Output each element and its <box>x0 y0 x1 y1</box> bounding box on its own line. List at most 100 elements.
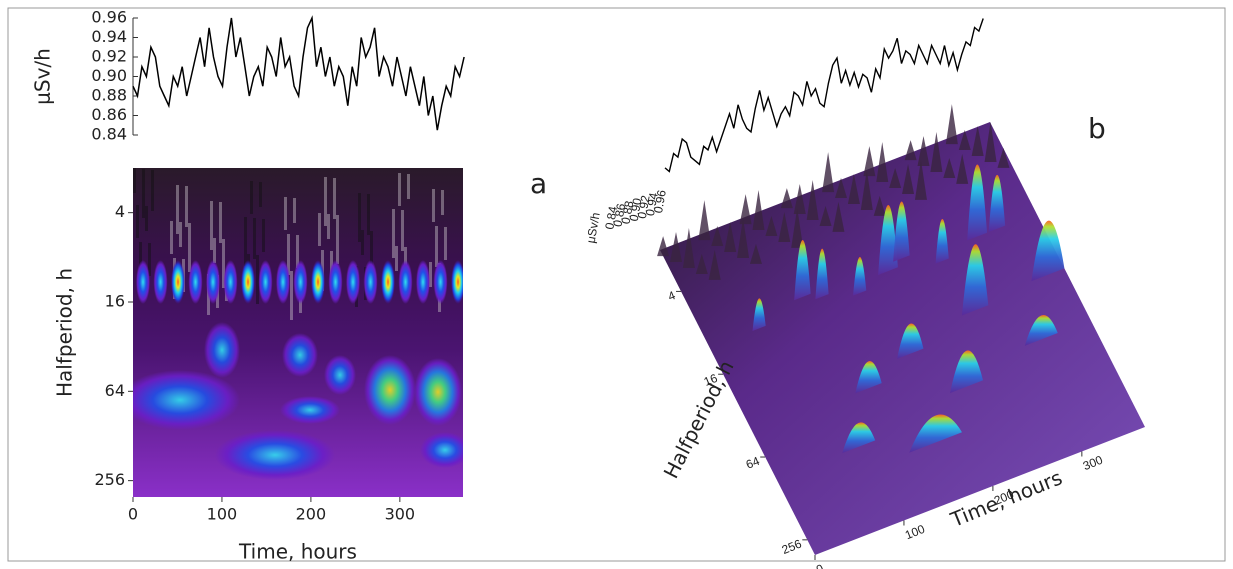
heatmap-texture <box>284 197 287 230</box>
inset-tick-label: 0.84 <box>602 205 620 231</box>
surface-ridge <box>956 153 969 184</box>
surface-peak <box>935 219 949 264</box>
heatmap-texture <box>429 262 432 287</box>
surface-ridge <box>682 228 695 268</box>
heatmap-texture <box>151 170 154 211</box>
surface-ridge <box>984 121 997 162</box>
surface-ridge <box>724 222 737 252</box>
surface-ridge <box>863 146 876 177</box>
heatmap-texture <box>222 239 225 288</box>
heatmap-blob <box>153 260 168 304</box>
x-tick-label: 100 <box>903 522 927 543</box>
heatmap-blob <box>276 260 290 304</box>
surface-peak <box>878 205 898 275</box>
heatmap-texture <box>327 214 330 239</box>
heatmap-texture <box>435 226 438 267</box>
surface-peak <box>853 257 867 296</box>
surface-peak <box>961 244 989 316</box>
panel-letter: b <box>1088 112 1106 145</box>
x-tick-label: 300 <box>1081 453 1105 474</box>
surface-peak <box>967 164 987 241</box>
surface-ridge <box>902 163 915 194</box>
x-tick-label: 100 <box>207 505 238 524</box>
y-tick-label: 4 <box>115 202 125 221</box>
y-tick-label: 256 <box>94 470 125 489</box>
y-axis-label: μSv/h <box>31 48 55 105</box>
heatmap-blob <box>364 355 416 425</box>
surface-ridge <box>670 232 682 263</box>
data-line <box>132 15 465 131</box>
heatmap-blob <box>241 260 255 304</box>
heatmap-texture <box>324 177 327 226</box>
surface-ridge <box>958 130 971 151</box>
heatmap-texture <box>398 173 401 206</box>
heatmap-blob <box>346 260 360 304</box>
heatmap-texture <box>444 227 447 260</box>
y-tick-label: 0.96 <box>91 8 127 27</box>
frame <box>7 7 1226 562</box>
heatmap-blob <box>223 260 238 304</box>
heatmap-texture <box>296 235 299 268</box>
surface-peak <box>1024 315 1058 346</box>
y-tick-label: 16 <box>702 371 720 389</box>
heatmap-blob <box>136 260 150 304</box>
surface-ridge <box>860 169 873 210</box>
y-tick-label: 0.94 <box>91 27 127 46</box>
heatmap-texture <box>176 185 179 234</box>
surface-ridge <box>749 243 762 264</box>
heatmap-blob <box>293 260 308 304</box>
heatmap-blob <box>416 260 430 304</box>
heatmap-texture <box>179 222 182 247</box>
heatmap-texture <box>287 234 290 275</box>
heatmap-blob <box>324 355 356 395</box>
heatmap-texture <box>358 193 361 242</box>
heatmap-texture <box>392 209 395 258</box>
surface-peak <box>855 360 882 394</box>
y-tick-label: 0.88 <box>91 86 127 105</box>
heatmap-blob <box>328 260 343 304</box>
surface-ridge <box>945 104 958 145</box>
heatmap-texture <box>256 255 259 304</box>
heatmap-texture <box>432 189 435 222</box>
surface-ridge <box>737 217 750 258</box>
heatmap-texture <box>145 206 148 231</box>
heatmap-blob <box>311 260 325 304</box>
surface-peak <box>815 248 829 300</box>
inset-tick-label: 0.86 <box>610 202 628 228</box>
surface-peak <box>988 174 1006 233</box>
surface-ridge <box>739 194 752 225</box>
heatmap-blob <box>133 370 240 430</box>
inset-tick-label: 0.88 <box>619 199 637 225</box>
surface-ridge <box>698 200 711 241</box>
heatmap-texture <box>293 198 296 223</box>
x-tick-label: 200 <box>296 505 327 524</box>
surface-ridge <box>943 157 956 178</box>
x-tick-label: 0 <box>128 505 138 524</box>
y-tick-label: 0.84 <box>91 125 127 144</box>
surface-ridge <box>752 190 765 231</box>
surface-ridge <box>791 207 804 248</box>
heatmap-texture <box>136 205 139 238</box>
surface-ridge <box>778 211 791 242</box>
heatmap-texture <box>441 190 444 215</box>
inset-tick-label: 0.92 <box>635 194 653 220</box>
heatmap-blob <box>280 396 340 424</box>
y-tick-label: 16 <box>105 291 125 310</box>
heatmap-blob <box>171 260 185 304</box>
surface-ridge <box>889 168 902 188</box>
surface-ridge <box>997 147 1010 168</box>
surface-ridge <box>806 180 819 220</box>
surface-ridge <box>657 236 670 257</box>
heatmap-texture <box>290 271 293 320</box>
surface-ridge <box>847 174 860 204</box>
y-tick-label: 0.92 <box>91 47 127 66</box>
heatmap-texture <box>318 213 321 246</box>
heatmap-blob <box>414 358 462 426</box>
heatmap-texture <box>367 194 370 235</box>
heatmap-texture <box>188 223 191 272</box>
heatmap-texture <box>259 182 262 207</box>
heatmap-blob <box>451 260 463 304</box>
x-axis-label: Time, hours <box>238 540 357 564</box>
y-tick-label: 64 <box>744 454 762 472</box>
heatmap-texture <box>407 174 410 199</box>
